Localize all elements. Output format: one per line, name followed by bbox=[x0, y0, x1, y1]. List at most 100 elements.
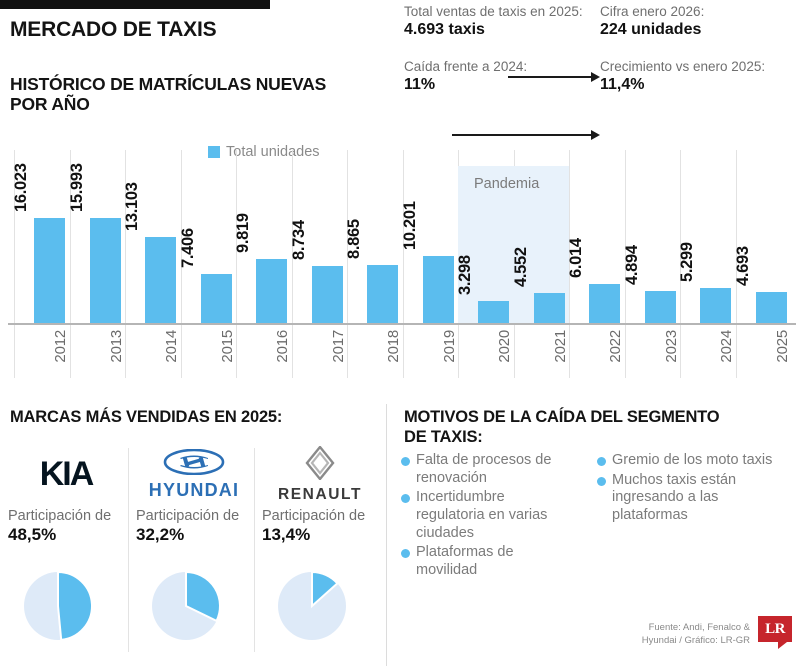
reasons-column-2: Gremio de los moto taxis Muchos taxis est… bbox=[596, 452, 782, 527]
chart-bar bbox=[422, 256, 454, 323]
brand-share-value: 32,2% bbox=[136, 525, 185, 545]
hyundai-logo: HYUNDAI bbox=[134, 446, 254, 502]
brand-share-text: Participación de 48,5% bbox=[8, 508, 126, 546]
reasons-column-1: Falta de procesos de renovación Incertidu… bbox=[400, 452, 576, 582]
lr-logo-text: LR bbox=[765, 620, 785, 637]
chart-bar bbox=[256, 258, 287, 323]
top-rule-decoration bbox=[0, 0, 270, 9]
reason-bullet-item: Incertidumbre regulatoria en varias ciud… bbox=[400, 489, 576, 542]
brand-share-prefix: Participación de bbox=[8, 508, 112, 524]
brand-share-text: Participación de 13,4% bbox=[262, 508, 380, 546]
reason-bullet-item: Plataformas de movilidad bbox=[400, 544, 576, 579]
chart-gridline bbox=[569, 150, 570, 378]
kpi-january-figure: Cifra enero 2026: 224 unidades bbox=[600, 4, 704, 40]
x-axis-label: 2024 bbox=[718, 330, 735, 363]
arrow-right-icon-growth bbox=[452, 130, 600, 140]
bar-value-label: 9.819 bbox=[234, 212, 252, 253]
kpi-growth-value: 11,4% bbox=[600, 75, 645, 93]
chart-bar bbox=[311, 265, 343, 323]
chart-bar bbox=[367, 264, 398, 323]
bar-value-label: 10.201 bbox=[400, 201, 419, 251]
lr-logo-box: LR bbox=[758, 616, 792, 642]
chart-bar bbox=[200, 274, 232, 323]
bar-value-label: 4.552 bbox=[511, 247, 530, 288]
chart-baseline-axis bbox=[8, 323, 796, 325]
lr-logo-tail-icon bbox=[778, 642, 787, 649]
x-axis-label: 2023 bbox=[662, 330, 680, 363]
chart-bar bbox=[89, 218, 121, 323]
chart-bar bbox=[478, 301, 509, 323]
chart-gridline bbox=[624, 150, 626, 378]
renault-diamond-icon bbox=[305, 444, 335, 481]
chart-gridline bbox=[347, 150, 348, 378]
brand-share-pie-chart bbox=[148, 568, 224, 644]
reasons-bullets: Falta de procesos de renovación Incertidu… bbox=[400, 452, 800, 666]
arrow-right-icon-sales bbox=[508, 72, 600, 82]
key-figures-box: Total ventas de taxis en 2025: 4.693 tax… bbox=[404, 4, 800, 144]
brand-card: KIA Participación de 48,5% bbox=[6, 440, 126, 666]
brand-share-prefix: Participación de bbox=[262, 508, 366, 524]
chart-bar bbox=[145, 237, 176, 323]
kpi-growth: Crecimiento vs enero 2025: 11,4% bbox=[600, 59, 765, 95]
chart-gridline bbox=[14, 150, 15, 378]
kpi-decline-label: Caída frente a 2024: bbox=[404, 59, 528, 74]
bar-value-label: 4.894 bbox=[622, 245, 641, 285]
brand-share-prefix: Participación de bbox=[136, 508, 240, 524]
section-divider bbox=[386, 404, 387, 666]
x-axis-label: 2025 bbox=[773, 330, 791, 363]
chart-gridline bbox=[291, 150, 293, 378]
kpi-total-sales-value: 4.693 taxis bbox=[404, 20, 485, 38]
chart-gridline bbox=[180, 150, 182, 378]
bar-value-label: 15.993 bbox=[67, 163, 86, 213]
brand-share-pie-chart bbox=[20, 568, 96, 644]
kpi-january-figure-label: Cifra enero 2026: bbox=[600, 4, 705, 19]
bar-chart: Pandemia 16.023 15.993 13.103 7.406 9.819 8.7… bbox=[8, 150, 796, 390]
chart-x-axis-labels: 2012 2013 2014 2015 2016 2017 2018 2019 2020 2021… bbox=[8, 326, 796, 390]
brands-section-title: MARCAS MÁS VENDIDAS EN 2025: bbox=[10, 408, 283, 426]
kpi-january-figure-value: 224 unidades bbox=[600, 20, 702, 38]
chart-section-title: HISTÓRICO DE MATRÍCULAS NUEVAS POR AÑO bbox=[10, 74, 327, 115]
x-axis-label: 2015 bbox=[218, 330, 236, 363]
x-axis-label: 2017 bbox=[329, 330, 347, 363]
chart-bar bbox=[533, 293, 565, 323]
x-axis-label: 2014 bbox=[163, 330, 180, 363]
brand-share-value: 48,5% bbox=[8, 525, 57, 545]
x-axis-label: 2012 bbox=[52, 330, 69, 363]
chart-plot-area: Pandemia 16.023 15.993 13.103 7.406 9.819 8.7… bbox=[8, 150, 796, 378]
brand-share-value: 13,4% bbox=[262, 525, 311, 545]
x-axis-label: 2019 bbox=[440, 330, 458, 363]
brand-share-text: Participación de 32,2% bbox=[136, 508, 254, 546]
bar-value-label: 16.023 bbox=[12, 163, 30, 212]
bar-value-label: 6.014 bbox=[567, 237, 585, 278]
brand-card: HYUNDAI Participación de 32,2% bbox=[128, 440, 254, 666]
x-axis-label: 2022 bbox=[607, 330, 624, 363]
kpi-decline: Caída frente a 2024: 11% bbox=[404, 59, 527, 95]
legend-label: Total unidades bbox=[226, 144, 320, 160]
kpi-total-sales: Total ventas de taxis en 2025: 4.693 tax… bbox=[404, 4, 583, 40]
x-axis-label: 2020 bbox=[496, 330, 513, 363]
renault-logo: RENAULT bbox=[260, 444, 380, 502]
chart-gridline bbox=[69, 150, 71, 378]
bar-value-label: 8.865 bbox=[345, 219, 363, 259]
kia-logo: KIA bbox=[39, 454, 95, 493]
chart-bar bbox=[700, 288, 731, 323]
brand-column-divider bbox=[128, 448, 129, 652]
page-title: MERCADO DE TAXIS bbox=[10, 18, 217, 41]
chart-bars: 16.023 15.993 13.103 7.406 9.819 8.734 8.865 10… bbox=[8, 150, 796, 324]
bar-value-label: 7.406 bbox=[178, 228, 197, 269]
kpi-growth-label: Crecimiento vs enero 2025: bbox=[600, 59, 766, 74]
chart-bar bbox=[589, 283, 620, 323]
bar-value-label: 4.693 bbox=[733, 246, 752, 287]
kpi-total-sales-label: Total ventas de taxis en 2025: bbox=[404, 4, 583, 19]
brands-list: KIA Participación de 48,5% HYUNDAI Partic… bbox=[0, 440, 386, 666]
pandemia-label: Pandemia bbox=[474, 176, 540, 192]
x-axis-label: 2018 bbox=[385, 330, 402, 363]
bar-value-label: 3.298 bbox=[456, 255, 474, 296]
chart-gridline bbox=[402, 150, 404, 378]
chart-bar bbox=[644, 290, 676, 323]
chart-bar bbox=[34, 218, 65, 323]
hyundai-emblem-icon bbox=[163, 448, 225, 476]
brand-card: RENAULT Participación de 13,4% bbox=[254, 440, 380, 666]
bar-value-label: 5.299 bbox=[678, 242, 696, 283]
